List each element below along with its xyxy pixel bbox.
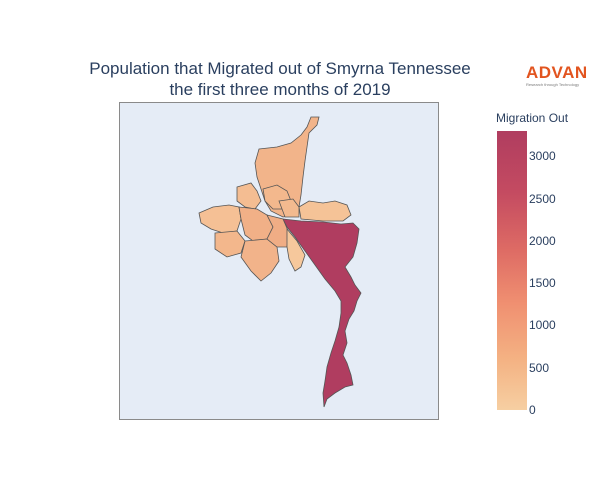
- choropleth-map: [198, 116, 362, 408]
- region-nw-tract-1[interactable]: [236, 182, 262, 210]
- logo-tagline: Research through Technology: [526, 82, 580, 87]
- map-plot-area[interactable]: [119, 102, 439, 420]
- region-w-tract-2[interactable]: [214, 230, 246, 258]
- colorbar: [497, 131, 527, 410]
- region-w-tract-1[interactable]: [198, 204, 242, 234]
- region-east-tract[interactable]: [278, 198, 300, 218]
- region-ne-tract-1[interactable]: [298, 200, 352, 222]
- colorbar-tick-label: 3000: [529, 149, 556, 164]
- colorbar-tick-label: 2500: [529, 191, 556, 206]
- region-south-tract[interactable]: [282, 218, 362, 408]
- colorbar-tick-label: 0: [529, 403, 536, 417]
- logo-wordmark: ADVAN: [526, 63, 588, 82]
- chart-title: Population that Migrated out of Smyrna T…: [0, 58, 560, 100]
- region-center-tract-3[interactable]: [266, 214, 290, 248]
- colorbar-tick-label: 2000: [529, 233, 556, 248]
- advan-logo: ADVAN Research through Technology: [526, 63, 598, 88]
- colorbar-tick-label: 1000: [529, 318, 556, 333]
- colorbar-tick-label: 1500: [529, 276, 556, 291]
- colorbar-title: Migration Out: [496, 111, 569, 125]
- region-center-tract-1[interactable]: [238, 206, 274, 242]
- colorbar-tick-label: 500: [529, 360, 550, 375]
- region-se-small-tract[interactable]: [286, 227, 306, 272]
- chart-title-line-2: the first three months of 2019: [169, 80, 391, 99]
- chart-title-line-1: Population that Migrated out of Smyrna T…: [89, 59, 471, 78]
- region-center-tract-2[interactable]: [240, 238, 280, 282]
